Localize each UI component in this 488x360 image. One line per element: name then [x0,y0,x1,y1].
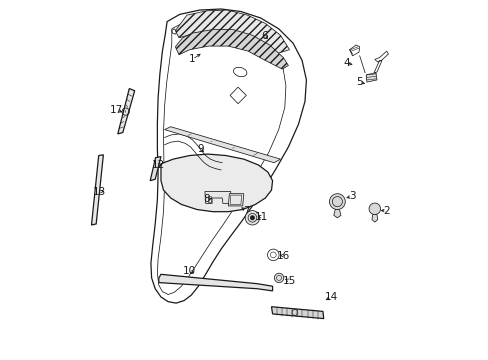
Polygon shape [204,192,230,203]
Text: 1: 1 [188,54,195,64]
Circle shape [244,211,259,225]
Polygon shape [175,10,289,55]
Text: 7: 7 [243,206,249,216]
Text: 12: 12 [152,160,165,170]
Text: 4: 4 [343,58,350,68]
Circle shape [368,203,380,215]
Text: 2: 2 [383,206,389,216]
Polygon shape [161,154,272,212]
Text: 16: 16 [276,251,289,261]
Polygon shape [366,73,376,82]
Polygon shape [175,30,288,69]
Polygon shape [333,210,340,218]
Text: 10: 10 [183,266,196,276]
Text: 17: 17 [110,105,123,115]
Text: 13: 13 [93,186,106,197]
Polygon shape [228,194,244,206]
Text: 8: 8 [203,194,209,204]
Polygon shape [91,155,103,225]
Text: 6: 6 [261,31,267,41]
Polygon shape [150,157,161,181]
Polygon shape [371,215,377,222]
Text: 9: 9 [197,144,203,154]
Circle shape [274,273,283,283]
Circle shape [329,194,345,210]
Text: 11: 11 [255,212,268,222]
Polygon shape [271,307,323,319]
Text: 3: 3 [348,191,355,201]
Polygon shape [164,127,280,163]
Circle shape [250,216,254,220]
Text: 15: 15 [282,276,296,286]
Text: 14: 14 [325,292,338,302]
Text: 5: 5 [356,77,362,87]
Polygon shape [159,274,272,291]
Polygon shape [118,89,134,134]
